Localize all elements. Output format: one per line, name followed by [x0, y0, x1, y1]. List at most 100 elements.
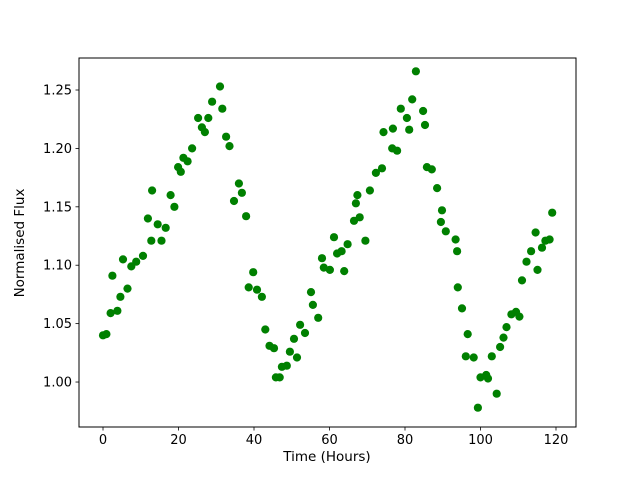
data-point: [337, 247, 346, 256]
data-point: [118, 255, 128, 264]
data-point: [285, 347, 294, 356]
data-point: [249, 268, 258, 277]
data-point: [106, 309, 115, 318]
data-point: [215, 82, 225, 91]
data-point: [441, 227, 450, 236]
x-tick-label: 0: [99, 433, 107, 448]
data-point: [300, 328, 310, 338]
data-point: [166, 191, 175, 200]
data-point: [405, 125, 414, 134]
data-point: [108, 271, 117, 280]
data-point: [289, 334, 299, 343]
data-point: [176, 167, 185, 176]
data-point: [411, 67, 420, 76]
data-point: [200, 128, 209, 137]
data-point: [325, 265, 334, 274]
data-point: [517, 276, 527, 285]
plot-area-frame: [78, 57, 577, 428]
data-point: [161, 223, 170, 232]
data-point: [545, 235, 554, 244]
data-point: [314, 313, 323, 322]
x-tick-label: 80: [397, 433, 414, 448]
data-point: [436, 217, 445, 227]
data-point: [257, 292, 266, 301]
y-tick-label: 1.05: [43, 317, 72, 332]
data-point: [269, 344, 279, 353]
data-point: [522, 257, 531, 266]
data-point: [351, 199, 360, 208]
y-tick-label: 1.15: [43, 200, 72, 215]
y-tick-label: 1.10: [43, 259, 72, 274]
data-point: [457, 304, 467, 313]
data-point: [402, 113, 411, 123]
data-point: [275, 373, 284, 382]
data-point: [469, 353, 478, 362]
data-point: [244, 283, 253, 292]
data-point: [153, 220, 162, 229]
data-point: [292, 353, 302, 362]
data-point: [408, 95, 417, 104]
x-tick-label: 40: [246, 433, 263, 448]
data-point: [379, 128, 388, 137]
data-point: [463, 330, 472, 339]
data-point: [419, 106, 428, 116]
data-point: [533, 265, 542, 274]
data-point: [138, 251, 148, 260]
y-ticks: 1.00 1.05 1.10 1.15 1.20 1.25: [43, 84, 79, 391]
data-point: [222, 132, 231, 141]
data-point: [496, 342, 505, 352]
data-point: [483, 374, 493, 383]
data-point: [218, 104, 227, 113]
data-point: [282, 361, 291, 370]
x-tick-label: 60: [321, 433, 338, 448]
data-point: [148, 186, 157, 195]
data-point: [420, 120, 430, 130]
data-point: [143, 214, 152, 223]
data-point: [502, 323, 511, 332]
data-point: [487, 352, 496, 361]
data-points: [98, 67, 557, 412]
x-tick-label: 120: [544, 433, 569, 448]
data-point: [183, 157, 192, 166]
data-point: [393, 146, 402, 155]
data-point: [308, 300, 317, 309]
data-point: [252, 285, 262, 294]
data-point: [261, 325, 270, 334]
data-point: [473, 403, 482, 412]
data-point: [170, 202, 179, 211]
data-point: [225, 142, 234, 151]
data-point: [234, 179, 243, 188]
y-axis-label: Normalised Flux: [12, 189, 28, 298]
data-point: [365, 186, 374, 195]
data-point: [317, 254, 327, 263]
data-point: [499, 333, 508, 342]
data-point: [461, 352, 470, 361]
x-axis-label: Time (Hours): [282, 449, 370, 465]
data-point: [237, 188, 246, 197]
data-point: [437, 206, 447, 215]
data-point: [157, 236, 166, 245]
data-point: [548, 208, 557, 217]
data-point: [531, 228, 540, 237]
x-ticks: 0 20 40 60 80 100 120: [99, 427, 569, 448]
data-point: [340, 267, 349, 276]
data-point: [361, 236, 370, 245]
data-point: [242, 212, 251, 221]
y-tick-label: 1.20: [43, 142, 72, 157]
data-point: [355, 213, 364, 222]
data-point: [451, 235, 460, 244]
data-point: [229, 196, 239, 206]
data-point: [329, 233, 339, 242]
data-point: [194, 113, 203, 123]
x-tick-label: 20: [170, 433, 187, 448]
data-point: [371, 168, 380, 177]
data-point: [204, 113, 213, 123]
data-point: [388, 124, 397, 133]
data-point: [147, 236, 156, 245]
data-point: [306, 288, 316, 297]
data-point: [353, 191, 362, 200]
data-point: [453, 283, 462, 292]
data-point: [343, 240, 352, 249]
data-point: [492, 389, 501, 398]
